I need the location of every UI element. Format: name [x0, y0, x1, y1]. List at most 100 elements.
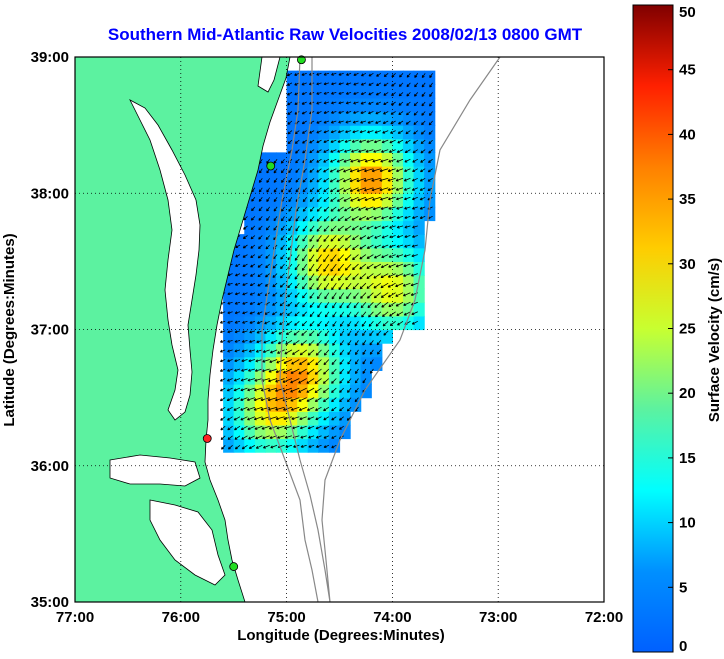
- velocity-arrow: [323, 349, 330, 356]
- velocity-arrow: [323, 101, 330, 105]
- velocity-arrow: [316, 263, 322, 272]
- velocity-arrow: [406, 82, 411, 88]
- velocity-arrow: [279, 301, 285, 307]
- velocity-arrow: [247, 425, 256, 430]
- velocity-arrow: [294, 263, 300, 271]
- y-tick-label: 36:00: [31, 458, 69, 475]
- velocity-arrow: [383, 330, 389, 336]
- velocity-arrow: [331, 387, 337, 393]
- velocity-arrow: [265, 235, 270, 240]
- velocity-arrow: [383, 72, 389, 77]
- velocity-arrow: [383, 92, 389, 96]
- velocity-arrow: [332, 301, 337, 309]
- velocity-cell: [254, 370, 267, 385]
- velocity-arrow: [412, 149, 419, 154]
- velocity-arrow: [279, 292, 285, 297]
- velocity-cell: [307, 411, 319, 426]
- velocity-cell: [413, 125, 425, 140]
- velocity-arrow: [255, 349, 263, 353]
- velocity-arrow: [347, 340, 352, 346]
- velocity-arrow: [364, 196, 374, 201]
- velocity-arrow: [290, 406, 300, 411]
- velocity-cell: [392, 261, 404, 276]
- velocity-arrow: [301, 273, 308, 281]
- velocity-cell: [233, 234, 245, 249]
- velocity-arrow: [227, 435, 233, 440]
- velocity-arrow: [371, 177, 381, 182]
- velocity-cell: [276, 384, 288, 399]
- velocity-arrow: [309, 282, 315, 290]
- velocity-arrow: [307, 349, 315, 356]
- velocity-cell: [402, 275, 415, 290]
- velocity-arrow: [298, 368, 307, 375]
- velocity-cell: [265, 329, 277, 344]
- velocity-arrow: [323, 120, 330, 124]
- velocity-arrow: [389, 235, 396, 239]
- velocity-arrow: [234, 273, 241, 277]
- velocity-arrow: [395, 273, 404, 278]
- velocity-arrow: [227, 282, 233, 286]
- velocity-cell: [328, 302, 341, 317]
- x-tick-label: 74:00: [373, 609, 411, 626]
- velocity-arrow: [395, 263, 404, 268]
- velocity-arrow: [339, 368, 345, 375]
- velocity-arrow: [396, 254, 404, 258]
- velocity-cell: [339, 315, 351, 331]
- velocity-arrow: [254, 368, 263, 372]
- velocity-cell: [371, 97, 383, 113]
- velocity-cell: [297, 247, 309, 262]
- velocity-arrow: [306, 406, 315, 411]
- velocity-arrow: [387, 282, 396, 288]
- velocity-cell: [297, 206, 309, 222]
- velocity-arrow: [271, 330, 278, 335]
- velocity-cell: [276, 275, 288, 290]
- velocity-cell: [307, 193, 319, 208]
- velocity-cell: [424, 111, 436, 126]
- velocity-cell: [297, 315, 309, 331]
- x-axis-ticks: 77:00 76:00 75:00 74:00 73:00 72:00: [56, 609, 623, 626]
- velocity-arrow: [324, 292, 330, 300]
- velocity-cell: [318, 220, 330, 235]
- velocity-arrow: [324, 340, 330, 346]
- velocity-arrow: [323, 263, 330, 272]
- velocity-cell: [413, 84, 425, 99]
- velocity-cell: [402, 288, 415, 303]
- velocity-arrow: [288, 168, 293, 174]
- velocity-arrow: [302, 206, 308, 212]
- velocity-arrow: [258, 244, 263, 249]
- velocity-cell: [339, 179, 351, 194]
- velocity-arrow: [339, 311, 345, 318]
- velocity-arrow: [382, 321, 389, 327]
- velocity-arrow: [337, 235, 344, 242]
- velocity-cell: [318, 370, 330, 385]
- velocity-arrow: [242, 263, 248, 267]
- velocity-arrow: [345, 120, 352, 124]
- velocity-cell: [371, 138, 383, 153]
- velocity-cell: [381, 288, 393, 303]
- velocity-arrow: [342, 177, 352, 183]
- velocity-arrow: [280, 263, 285, 270]
- velocity-arrow: [344, 149, 352, 153]
- velocity-cell: [244, 261, 256, 276]
- velocity-arrow: [323, 206, 330, 212]
- velocity-arrow: [412, 216, 418, 219]
- velocity-arrow: [388, 301, 396, 308]
- velocity-arrow: [280, 273, 285, 279]
- velocity-arrow: [241, 349, 248, 353]
- velocity-arrow: [361, 321, 367, 327]
- velocity-cell: [307, 315, 319, 331]
- velocity-arrow: [243, 225, 248, 230]
- velocity-cell: [318, 288, 330, 303]
- velocity-cell: [328, 261, 341, 276]
- velocity-arrow: [295, 225, 300, 232]
- velocity-cell: [413, 152, 425, 167]
- velocity-arrow: [220, 330, 226, 334]
- velocity-arrow: [220, 320, 226, 324]
- velocity-arrow: [339, 321, 345, 327]
- velocity-arrow: [240, 406, 248, 411]
- velocity-arrow: [331, 101, 337, 105]
- velocity-arrow: [283, 359, 293, 364]
- velocity-arrow: [396, 216, 404, 220]
- colorbar-tick-label: 40: [679, 126, 696, 143]
- velocity-arrow: [404, 225, 411, 229]
